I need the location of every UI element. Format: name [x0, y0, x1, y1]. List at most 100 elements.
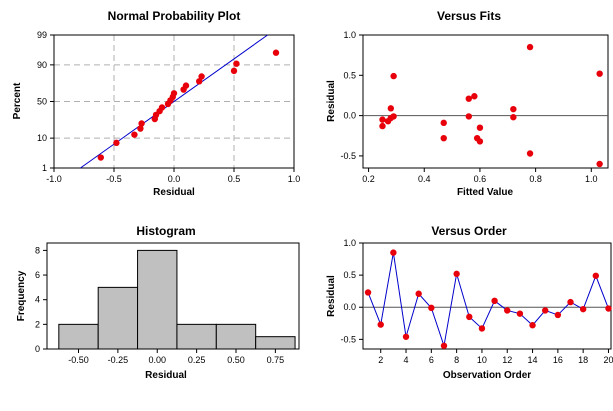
fits-plot-point	[465, 95, 472, 102]
normal-plot-point	[113, 139, 120, 147]
normal-plot-x-tick-label: -1.0	[46, 174, 62, 184]
order-plot-y-tick-label: 1.0	[343, 238, 356, 248]
normal-plot-marks	[80, 34, 280, 169]
order-plot-point	[440, 342, 448, 349]
fits-plot-title: Versus Fits	[437, 9, 501, 23]
order-plot-xlabel: Observation Order	[443, 370, 531, 381]
order-plot-ylabel: Residual	[326, 275, 337, 317]
normal-plot-x-tick-label: -0.5	[106, 174, 122, 184]
normal-plot-point	[182, 82, 190, 89]
order-plot-point	[491, 297, 498, 305]
fits-plot-x-tick-label: 0.2	[362, 174, 375, 184]
fits-plot-point	[596, 160, 603, 168]
fits-plot-point	[596, 70, 603, 77]
order-plot-series-line	[367, 252, 609, 346]
fits-plot-point	[526, 43, 534, 51]
panel-versus-order: Versus Order 2 4 6 8 10 12 14 16 18 20 -0.5 0.0 0.5…	[326, 224, 613, 381]
histogram-bar	[137, 249, 178, 350]
order-plot-point	[415, 290, 422, 297]
fits-plot-point	[526, 150, 534, 157]
fits-plot-point	[390, 72, 397, 80]
panel-versus-fits: Versus Fits 0.2 0.4 0.6 0.8 1.0 -0.5 0.0 0.5 1.…	[326, 9, 609, 198]
normal-plot-x-tick-label: 0.0	[168, 174, 181, 184]
normal-plot-point	[233, 60, 240, 67]
order-plot-x-tick-label: 20	[603, 355, 613, 365]
fits-plot-point	[440, 119, 447, 127]
order-plot-x-tick-label: 10	[477, 355, 487, 365]
order-plot-y-tick-label: 0.0	[343, 302, 356, 312]
fits-plot-marks	[363, 43, 608, 168]
normal-plot-point	[198, 73, 205, 80]
order-plot-point	[390, 249, 397, 256]
normal-plot-point	[170, 90, 178, 97]
order-plot-point	[428, 304, 435, 312]
order-plot-point	[554, 311, 562, 319]
order-plot-point	[453, 270, 460, 278]
histogram-title: Histogram	[136, 224, 195, 238]
order-plot-x-tick-label: 8	[454, 355, 459, 365]
normal-plot-x-ticks: -1.0 -0.5 0.0 0.5 1.0	[46, 168, 300, 184]
fits-plot-point	[476, 138, 484, 145]
order-plot-point	[567, 298, 574, 306]
histogram-y-tick-label: 2	[35, 319, 40, 329]
histogram-y-ticks: 0 2 4 6 8	[35, 245, 47, 354]
histogram-bar	[255, 336, 296, 350]
histogram-y-tick-label: 4	[35, 295, 40, 305]
histogram-xlabel: Residual	[145, 370, 187, 381]
normal-plot-fit-line	[80, 34, 268, 169]
fits-plot-ylabel: Residual	[326, 80, 337, 122]
fits-plot-frame	[362, 34, 609, 169]
normal-plot-point	[230, 67, 238, 75]
histogram-bar	[176, 323, 217, 350]
order-plot-point	[605, 305, 612, 312]
order-plot-title: Versus Order	[431, 224, 507, 238]
order-plot-marks	[363, 249, 612, 349]
fits-plot-y-tick-label: 1.0	[343, 30, 356, 40]
normal-plot-point	[196, 78, 203, 85]
fits-plot-x-ticks: 0.2 0.4 0.6 0.8 1.0	[362, 168, 598, 184]
normal-plot-title: Normal Probability Plot	[108, 9, 241, 23]
order-plot-point	[542, 307, 549, 314]
histogram-y-tick-label: 6	[35, 270, 40, 280]
histogram-y-tick-label: 0	[35, 344, 40, 354]
histogram-x-tick-label: -0.50	[68, 355, 89, 365]
fits-plot-point	[379, 122, 386, 130]
fits-plot-y-ticks: -0.5 0.0 0.5 1.0	[340, 30, 363, 161]
fits-plot-x-tick-label: 0.4	[418, 174, 431, 184]
order-plot-point	[478, 325, 486, 332]
fits-plot-x-tick-label: 0.8	[529, 174, 542, 184]
fits-plot-point	[510, 114, 517, 121]
order-plot-point	[529, 322, 536, 329]
normal-plot-x-tick-label: 1.0	[288, 174, 301, 184]
normal-plot-point	[131, 131, 138, 138]
fits-plot-point	[440, 134, 447, 142]
normal-plot-y-ticks: 1 10 50 90 99	[37, 30, 54, 173]
fits-plot-point	[379, 116, 386, 123]
normal-plot-x-tick-label: 0.5	[228, 174, 241, 184]
order-plot-x-tick-label: 4	[404, 355, 409, 365]
histogram-bar	[97, 286, 139, 350]
normal-plot-ylabel: Percent	[12, 82, 23, 119]
order-plot-x-tick-label: 2	[378, 355, 383, 365]
normal-plot-y-tick-label: 90	[37, 60, 47, 70]
order-plot-y-ticks: -0.5 0.0 0.5 1.0	[340, 238, 363, 344]
order-plot-frame	[362, 242, 612, 350]
normal-plot-xlabel: Residual	[153, 187, 195, 198]
normal-plot-grid	[54, 35, 294, 168]
fits-plot-point	[510, 105, 517, 113]
histogram-x-ticks: -0.50 -0.25 0.00 0.25 0.50 0.75	[68, 349, 284, 365]
histogram-y-tick-label: 8	[35, 245, 40, 255]
order-plot-x-tick-label: 16	[553, 355, 563, 365]
order-plot-point	[504, 307, 511, 314]
histogram-x-tick-label: 0.25	[188, 355, 206, 365]
normal-plot-point	[137, 125, 144, 132]
panel-histogram: Histogram -0.50 -0.25 0.00 0.25 0.50 0.75 0 2 4…	[16, 224, 300, 381]
histogram-bar	[215, 323, 257, 350]
fits-plot-xlabel: Fitted Value	[457, 187, 514, 198]
normal-plot-y-tick-label: 99	[37, 30, 47, 40]
histogram-x-tick-label: 0.00	[148, 355, 166, 365]
order-plot-point	[579, 305, 587, 313]
normal-plot-y-tick-label: 1	[42, 163, 47, 173]
order-plot-x-ticks: 2 4 6 8 10 12 14 16 18 20	[378, 349, 613, 365]
order-plot-point	[402, 333, 410, 340]
